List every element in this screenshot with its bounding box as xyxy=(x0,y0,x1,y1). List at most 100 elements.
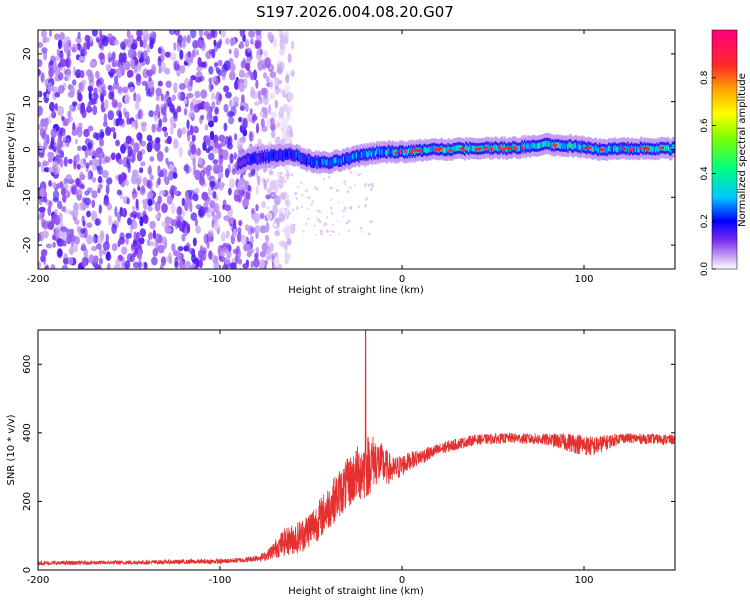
heatmap-cell xyxy=(108,215,112,226)
heatmap-cell xyxy=(665,145,668,152)
heatmap-cell xyxy=(651,146,654,153)
heatmap-cell xyxy=(362,151,365,158)
heatmap-cell xyxy=(540,142,543,148)
heatmap-cell xyxy=(154,141,161,152)
heatmap-cell xyxy=(165,157,169,165)
heatmap-cell xyxy=(147,78,154,89)
heatmap-cell xyxy=(581,143,584,149)
heatmap-cell xyxy=(131,205,136,212)
heatmap-cell xyxy=(102,83,106,93)
heatmap-cell xyxy=(86,39,91,50)
heatmap-cell xyxy=(576,143,579,149)
heatmap-cell xyxy=(160,106,167,116)
heatmap-cell xyxy=(113,81,120,90)
heatmap-cell xyxy=(232,96,240,103)
heatmap-cell xyxy=(168,30,176,35)
heatmap-cell xyxy=(231,168,237,176)
heatmap-cell xyxy=(319,210,322,213)
heatmap-cell xyxy=(305,189,309,192)
heatmap-cell xyxy=(372,149,375,155)
heatmap-cell xyxy=(148,75,152,82)
heatmap-cell xyxy=(170,203,176,214)
heatmap-cell xyxy=(344,183,347,186)
snr-x-label: Height of straight line (km) xyxy=(288,586,424,597)
heatmap-cell xyxy=(287,105,293,113)
heatmap-cell xyxy=(109,72,114,79)
heatmap-cell xyxy=(316,218,320,222)
heatmap-cell xyxy=(54,208,58,216)
heatmap-cell xyxy=(160,256,167,266)
heatmap-cell xyxy=(83,248,89,260)
heatmap-cell xyxy=(51,182,57,189)
heatmap-cell xyxy=(596,147,599,153)
heatmap-cell xyxy=(211,101,216,109)
heatmap-cell xyxy=(118,111,122,122)
heatmap-cell xyxy=(222,149,229,161)
heatmap-cell xyxy=(597,147,600,154)
heatmap-cell xyxy=(194,218,199,227)
heatmap-cell xyxy=(150,31,156,39)
heatmap-cell xyxy=(91,158,98,166)
heatmap-cell xyxy=(273,226,277,229)
heatmap-cell xyxy=(139,228,146,238)
heatmap-cell xyxy=(214,106,219,115)
heatmap-cell xyxy=(272,221,276,225)
heatmap-cell xyxy=(223,103,229,113)
heatmap-cell xyxy=(343,180,346,184)
heatmap-cell xyxy=(582,144,585,150)
heatmap-cell xyxy=(61,230,67,241)
heatmap-cell xyxy=(195,148,202,157)
heatmap-cell xyxy=(313,159,316,166)
heatmap-cell xyxy=(517,145,520,152)
heatmap-cell xyxy=(336,220,339,223)
heatmap-cell xyxy=(268,169,274,176)
heatmap-cell xyxy=(71,43,79,53)
heatmap-cell xyxy=(242,117,248,129)
heatmap-cell xyxy=(165,80,172,88)
heatmap-cell xyxy=(177,34,183,43)
heatmap-cell xyxy=(359,172,362,176)
heatmap-cell xyxy=(279,48,285,56)
heatmap-cell xyxy=(327,160,330,167)
heatmap-cell xyxy=(204,124,209,131)
heatmap-cell xyxy=(347,229,350,232)
heatmap-cell xyxy=(93,255,99,264)
heatmap-cell xyxy=(311,159,314,165)
heatmap-cell xyxy=(343,206,347,210)
heatmap-cell xyxy=(666,144,669,151)
spectrogram-y-label: Frequency (Hz) xyxy=(6,112,17,188)
heatmap-cell xyxy=(224,256,231,265)
heatmap-cell xyxy=(129,224,133,235)
heatmap-cell xyxy=(250,35,254,44)
heatmap-cell xyxy=(63,156,68,167)
heatmap-cell xyxy=(117,240,121,248)
y-tick-label: 200 xyxy=(22,492,33,511)
heatmap-cell xyxy=(667,145,670,151)
colorbar-tick-label: 0.8 xyxy=(700,70,710,85)
heatmap-cell xyxy=(537,142,541,149)
heatmap-cell xyxy=(278,152,281,159)
heatmap-cell xyxy=(563,143,566,149)
heatmap-cell xyxy=(130,43,137,50)
heatmap-cell xyxy=(223,122,228,132)
heatmap-cell xyxy=(226,142,230,149)
heatmap-cell xyxy=(121,256,125,267)
figure-title: S197.2026.004.08.20.G07 xyxy=(256,3,454,21)
heatmap-cell xyxy=(614,144,617,151)
heatmap-cell xyxy=(284,180,287,183)
heatmap-cell xyxy=(120,65,125,73)
heatmap-cell xyxy=(59,31,65,41)
heatmap-cell xyxy=(137,109,142,119)
x-tick-label: 100 xyxy=(574,575,593,586)
heatmap-cell xyxy=(253,212,261,223)
heatmap-cell xyxy=(532,142,535,149)
heatmap-cell xyxy=(237,227,242,235)
heatmap-cell xyxy=(290,40,295,50)
heatmap-cell xyxy=(315,188,319,191)
heatmap-cell xyxy=(251,207,255,215)
heatmap-cell xyxy=(282,103,289,112)
heatmap-cell xyxy=(137,61,142,73)
heatmap-cell xyxy=(171,108,179,115)
heatmap-cell xyxy=(354,184,356,186)
heatmap-cell xyxy=(252,69,258,81)
